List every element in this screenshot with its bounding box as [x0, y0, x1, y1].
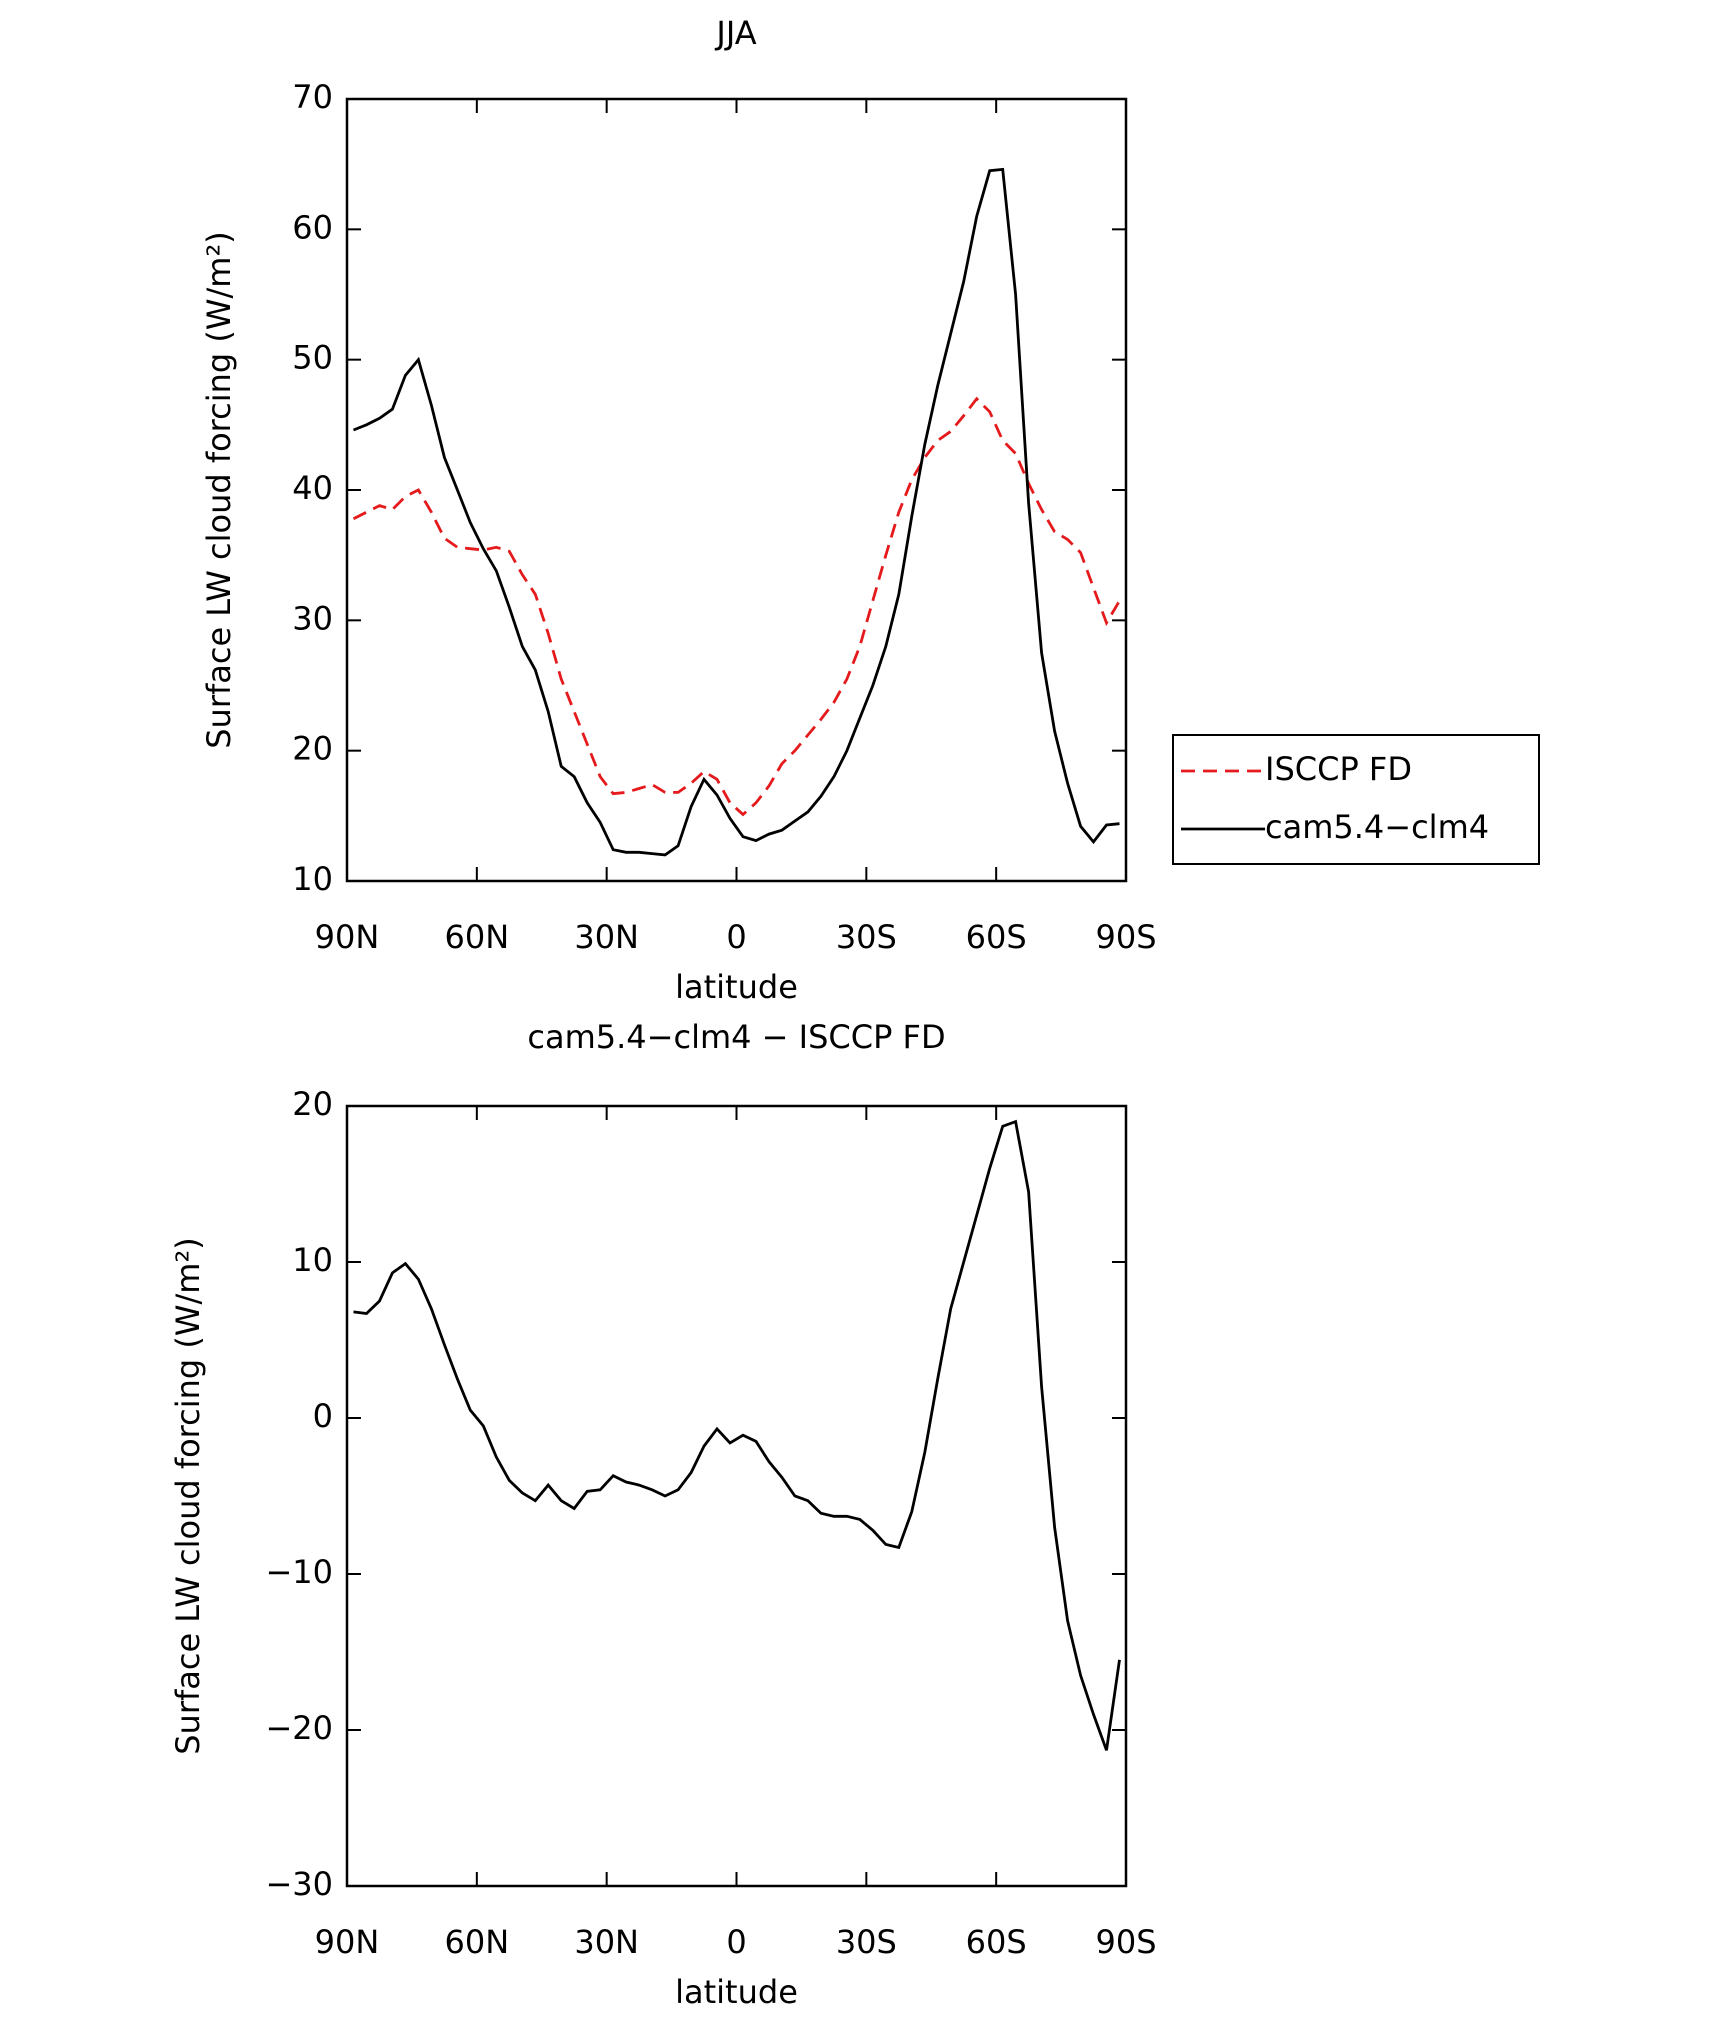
data-line [352, 396, 1121, 817]
y-tick-label: 0 [313, 1397, 333, 1435]
y-axis-label: Surface LW cloud forcing (W/m²) [200, 231, 238, 749]
chart-title: JJA [714, 14, 756, 52]
x-tick-label: 90N [315, 918, 380, 956]
data-line [353, 1119, 1121, 1751]
chart-title: cam5.4−clm4 − ISCCP FD [527, 1018, 945, 1056]
data-line [352, 167, 1120, 857]
x-axis-label: latitude [675, 968, 798, 1006]
y-tick-label: 70 [292, 78, 333, 116]
y-tick-label: 20 [292, 730, 333, 768]
y-tick-label: 10 [292, 860, 333, 898]
x-tick-label: 30N [574, 1923, 639, 1961]
y-tick-label: −20 [265, 1709, 333, 1747]
x-axis-label: latitude [675, 1973, 798, 2011]
x-tick-label: 60S [966, 1923, 1027, 1961]
y-tick-label: 60 [292, 208, 333, 246]
y-tick-label: 30 [292, 599, 333, 637]
legend-box [1172, 734, 1540, 865]
y-tick-label: 10 [292, 1241, 333, 1279]
legend-label: cam5.4−clm4 [1265, 808, 1489, 846]
x-tick-label: 60N [445, 918, 510, 956]
x-tick-label: 90S [1095, 918, 1156, 956]
x-tick-label: 60S [966, 918, 1027, 956]
y-tick-label: −10 [265, 1553, 333, 1591]
y-tick-label: 50 [292, 339, 333, 377]
x-tick-label: 30N [574, 918, 639, 956]
x-tick-label: 0 [726, 918, 746, 956]
x-tick-label: 90S [1095, 1923, 1156, 1961]
x-tick-label: 30S [836, 1923, 897, 1961]
y-axis-label: Surface LW cloud forcing (W/m²) [169, 1237, 207, 1755]
legend-label: ISCCP FD [1265, 750, 1412, 788]
x-tick-label: 0 [726, 1923, 746, 1961]
plot-frame [345, 97, 1128, 883]
y-tick-label: 20 [292, 1085, 333, 1123]
x-tick-label: 60N [445, 1923, 510, 1961]
x-tick-label: 90N [315, 1923, 380, 1961]
plot-frame [345, 1104, 1128, 1888]
y-tick-label: 40 [292, 469, 333, 507]
y-tick-label: −30 [265, 1865, 333, 1903]
x-tick-label: 30S [836, 918, 897, 956]
